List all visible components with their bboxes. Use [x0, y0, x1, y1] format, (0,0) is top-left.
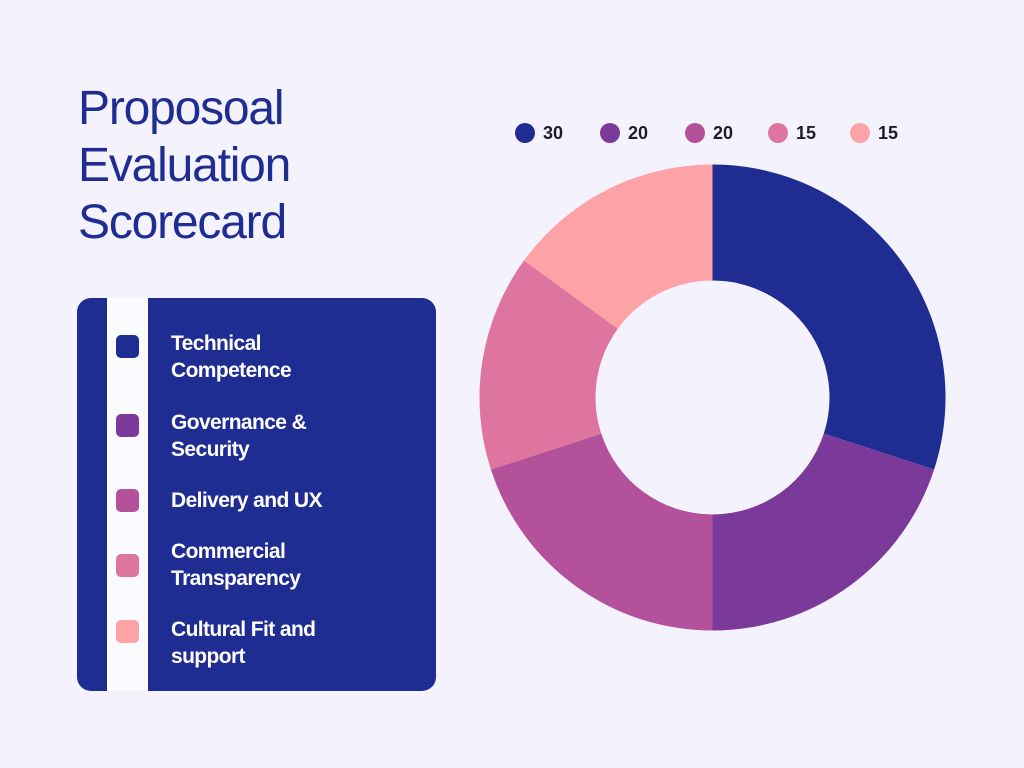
value-label: 30 [543, 123, 564, 143]
donut-slice-cultural-fit-and-support [523, 164, 713, 329]
legend-swatch [116, 335, 139, 358]
donut-slice-commercial-transparency [479, 260, 618, 470]
legend-label: Commercial Transparency [171, 540, 301, 590]
title-line-2: Evaluation [78, 139, 291, 192]
value-label: 15 [796, 123, 817, 143]
value-label: 20 [628, 123, 649, 143]
category-legend: Technical Competence Governance & Securi… [77, 298, 436, 691]
donut-slice-governance-security [712, 433, 935, 631]
title-line-1: Proposoal [78, 82, 285, 135]
legend-swatch [116, 620, 139, 643]
value-label: 20 [713, 123, 734, 143]
value-dot [515, 123, 535, 143]
legend-label: Delivery and UX [171, 489, 323, 512]
donut-slice-technical-competence [712, 164, 946, 470]
value-dot [768, 123, 788, 143]
legend-swatch [116, 414, 139, 437]
legend-label: Cultural Fit and support [171, 618, 316, 668]
donut-slice-delivery-and-ux [490, 433, 713, 631]
value-dot [600, 123, 620, 143]
legend-swatch [116, 489, 139, 512]
value-label: 15 [878, 123, 899, 143]
page-title: Proposoal Evaluation Scorecard [78, 80, 458, 251]
legend-label: Technical Competence [171, 332, 292, 382]
legend-swatch [116, 554, 139, 577]
legend-label: Governance & Security [171, 411, 307, 461]
title-line-3: Scorecard [78, 196, 287, 249]
donut-chart [479, 164, 946, 631]
value-dot [685, 123, 705, 143]
value-dot [850, 123, 870, 143]
